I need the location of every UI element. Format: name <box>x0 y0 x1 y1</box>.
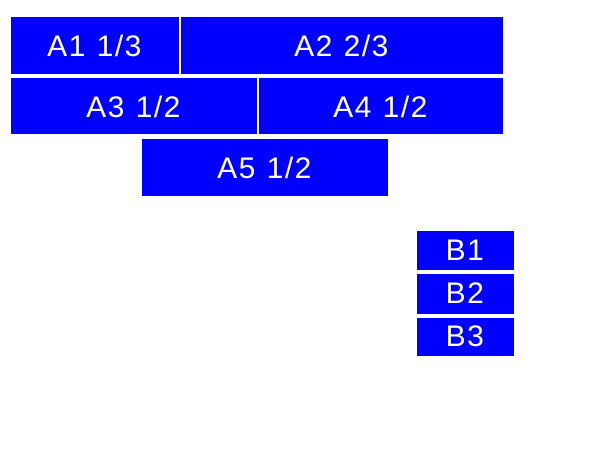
block-a2: A2 2/3 <box>181 17 503 74</box>
block-a1: A1 1/3 <box>11 17 179 74</box>
block-b3: B3 <box>417 318 514 356</box>
block-b2: B2 <box>417 274 514 314</box>
block-b1: B1 <box>417 231 514 270</box>
block-a4: A4 1/2 <box>259 78 503 134</box>
block-a3: A3 1/2 <box>11 78 257 134</box>
block-a5: A5 1/2 <box>142 139 388 196</box>
